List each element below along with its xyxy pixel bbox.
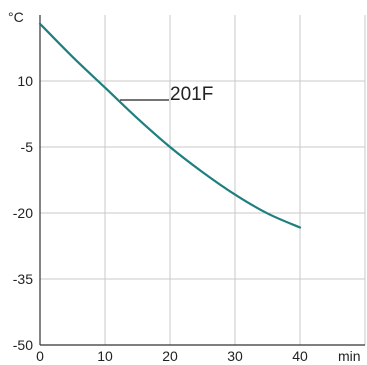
y-axis-unit-label: °C (8, 9, 24, 25)
y-tick-label: -5 (21, 139, 34, 155)
grid (40, 15, 366, 345)
x-tick-label: 30 (227, 348, 243, 364)
y-tick-label: -50 (13, 337, 33, 353)
x-axis-unit-label: min (338, 348, 361, 364)
y-tick-label: 10 (17, 73, 33, 89)
y-tick-label: -35 (13, 271, 33, 287)
x-tick-label: 10 (97, 348, 113, 364)
x-tick-label: 20 (162, 348, 178, 364)
x-tick-label: 40 (292, 348, 308, 364)
tick-labels: -50 -35 -20 -5 10 0 10 20 30 40 (13, 73, 308, 364)
series-group: 201F (38, 22, 302, 229)
series-line (38, 22, 302, 229)
series-label: 201F (170, 84, 213, 105)
axes (39, 15, 365, 346)
x-tick-label: 0 (36, 348, 44, 364)
y-tick-label: -20 (13, 205, 33, 221)
